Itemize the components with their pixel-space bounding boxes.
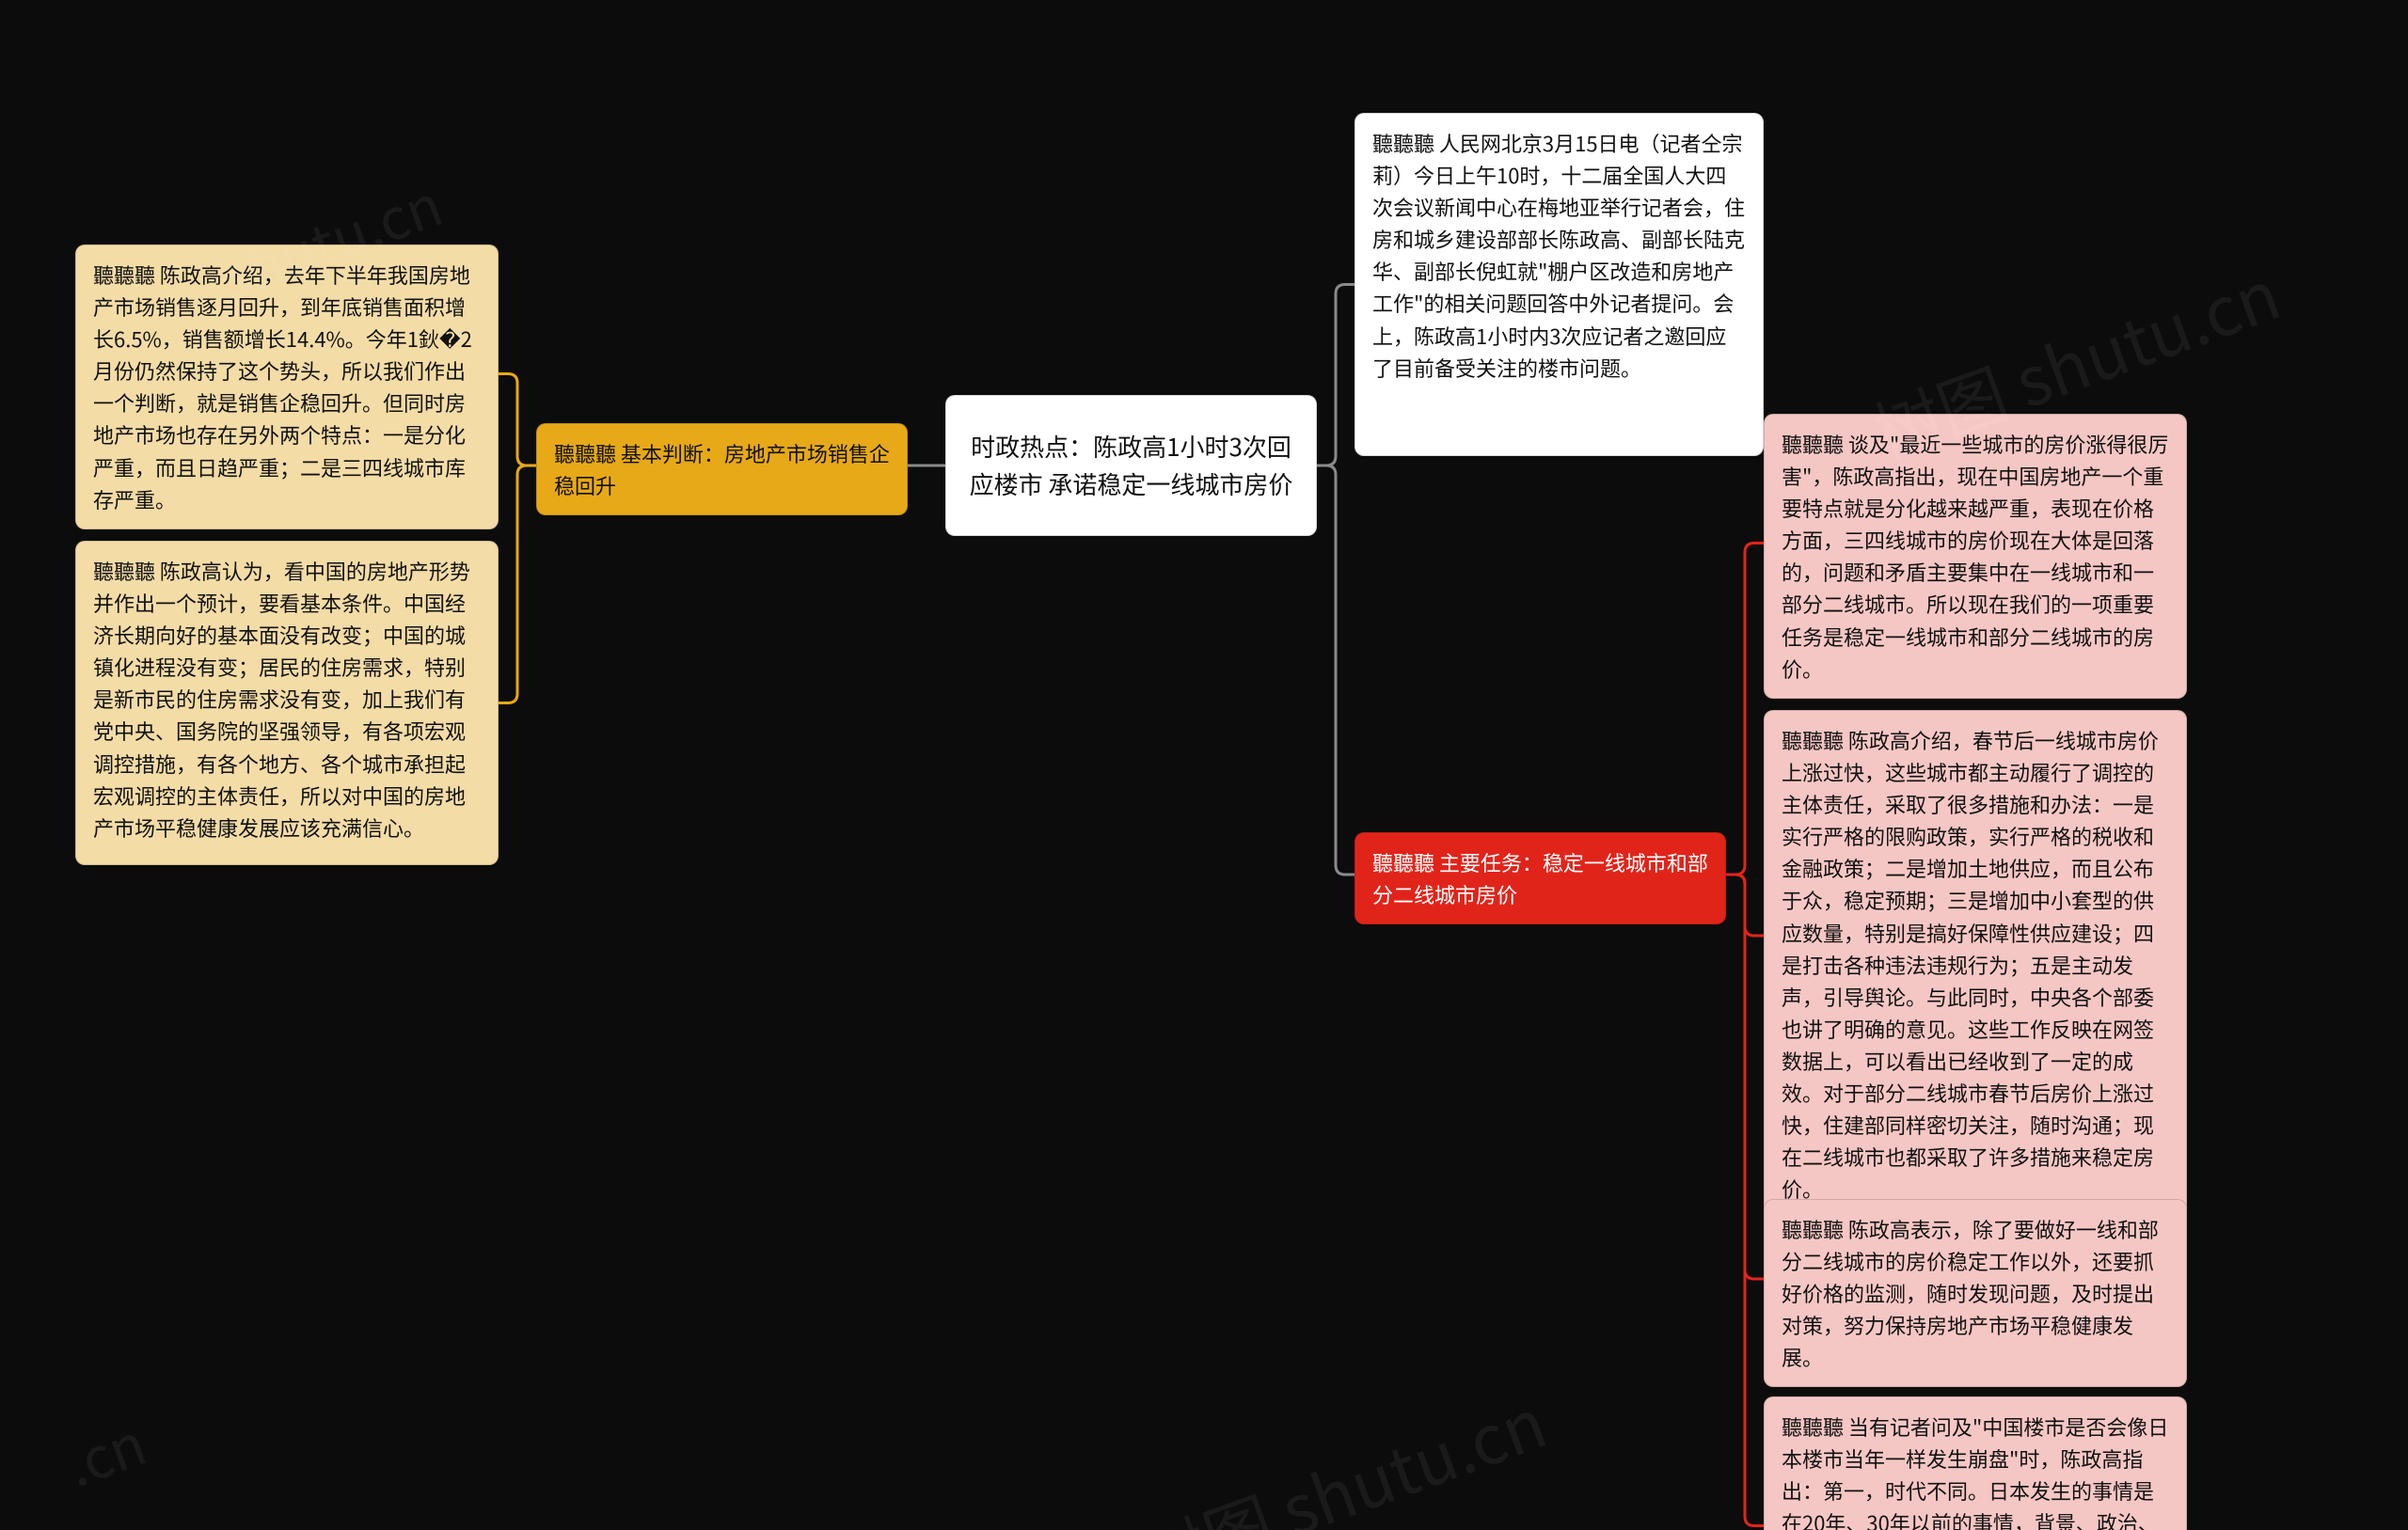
intro-node: 聽聽聽 人民网北京3月15日电（记者仝宗莉）今日上午10时，十二届全国人大四次会…	[1354, 113, 1764, 456]
watermark-text: .cn	[55, 1399, 156, 1503]
root-node: 时政热点：陈政高1小时3次回应楼市 承诺稳定一线城市房价	[945, 395, 1317, 536]
leaf-main-task-2: 聽聽聽 陈政高介绍，春节后一线城市房价上涨过快，这些城市都主动履行了调控的主体责…	[1764, 710, 2187, 1219]
leaf-main-task-1: 聽聽聽 谈及"最近一些城市的房价涨得很厉害"，陈政高指出，现在中国房地产一个重要…	[1764, 414, 2187, 699]
leaf-basic-judgment-1: 聽聽聽 陈政高介绍，去年下半年我国房地产市场销售逐月回升，到年底销售面积增长6.…	[75, 244, 499, 529]
diagram-stage: { "canvas": { "width": 2560, "height": 1…	[0, 0, 2408, 1530]
watermark-text: 树图 shutu.cn	[1125, 1369, 1558, 1530]
leaf-main-task-4: 聽聽聽 当有记者问及"中国楼市是否会像日本楼市当年一样发生崩盘"时，陈政高指出：…	[1764, 1396, 2187, 1530]
leaf-main-task-3: 聽聽聽 陈政高表示，除了要做好一线和部分二线城市的房价稳定工作以外，还要抓好价格…	[1764, 1199, 2187, 1387]
branch-main-task: 聽聽聽 主要任务：稳定一线城市和部分二线城市房价	[1354, 832, 1726, 924]
branch-basic-judgment: 聽聽聽 基本判断：房地产市场销售企稳回升	[536, 423, 908, 515]
leaf-basic-judgment-2: 聽聽聽 陈政高认为，看中国的房地产形势并作出一个预计，要看基本条件。中国经济长期…	[75, 541, 499, 865]
